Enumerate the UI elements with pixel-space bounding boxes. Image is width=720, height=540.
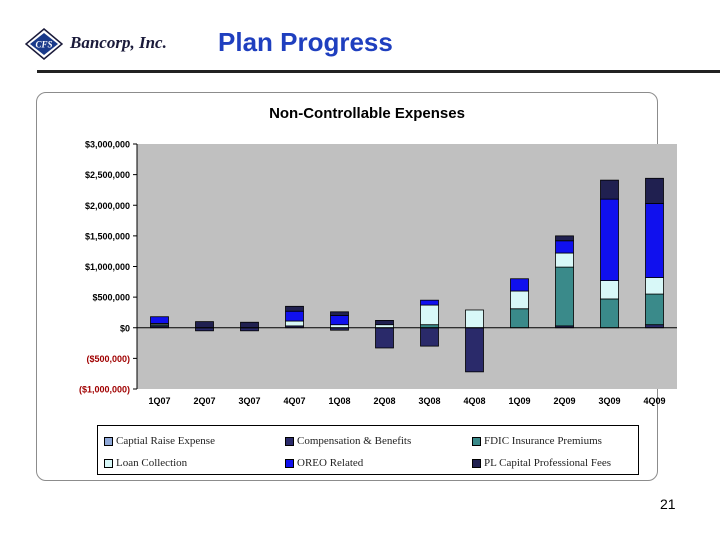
y-tick-label: $0 bbox=[120, 323, 130, 333]
y-tick-label: ($1,000,000) bbox=[79, 385, 130, 395]
x-tick-label: 2Q07 bbox=[193, 396, 215, 406]
legend-item: FDIC Insurance Premiums bbox=[472, 435, 602, 447]
chart-title: Non-Controllable Expenses bbox=[269, 105, 465, 122]
bar-segment bbox=[195, 321, 214, 329]
slide-header: CFS Bancorp, Inc. Plan Progress bbox=[0, 0, 720, 80]
bar-segment bbox=[510, 308, 529, 329]
logo-text: CFS bbox=[35, 40, 52, 50]
bar-segment bbox=[510, 290, 529, 310]
bar-segment bbox=[240, 321, 259, 329]
y-tick-label: $3,000,000 bbox=[85, 140, 130, 150]
legend-label: Captial Raise Expense bbox=[116, 435, 215, 447]
legend-item: OREO Related bbox=[285, 457, 363, 469]
bar-segment bbox=[285, 320, 304, 327]
legend-swatch bbox=[472, 458, 481, 468]
plot-area bbox=[137, 144, 677, 389]
bar-segment bbox=[420, 304, 439, 326]
legend-label: Loan Collection bbox=[116, 457, 188, 469]
legend-swatch bbox=[104, 436, 113, 446]
page-number: 21 bbox=[660, 496, 676, 512]
y-tick-label: $500,000 bbox=[92, 293, 130, 303]
bar-segment bbox=[465, 327, 484, 373]
legend-swatch bbox=[472, 436, 481, 446]
bar-segment bbox=[465, 309, 484, 329]
legend-label: FDIC Insurance Premiums bbox=[484, 435, 602, 447]
bar-segment bbox=[645, 277, 664, 295]
bar-segment bbox=[285, 305, 304, 312]
bars-layer bbox=[150, 177, 664, 373]
cfs-logo-icon: CFS bbox=[25, 28, 63, 60]
x-tick-label: 1Q09 bbox=[508, 396, 530, 406]
x-tick-label: 4Q09 bbox=[643, 396, 665, 406]
chart-legend: Captial Raise Expense Compensation & Ben… bbox=[97, 425, 639, 475]
bar-segment bbox=[555, 235, 574, 242]
y-tick-label: ($500,000) bbox=[86, 354, 130, 364]
legend-swatch bbox=[104, 458, 113, 468]
x-tick-label: 3Q08 bbox=[418, 396, 440, 406]
legend-item: PL Capital Professional Fees bbox=[472, 457, 611, 469]
x-tick-label: 4Q08 bbox=[463, 396, 485, 406]
legend-label: PL Capital Professional Fees bbox=[484, 457, 611, 469]
x-tick-label: 2Q09 bbox=[553, 396, 575, 406]
bar-segment bbox=[420, 327, 439, 347]
y-tick-label: $1,000,000 bbox=[85, 262, 130, 272]
bar-segment bbox=[645, 293, 664, 326]
x-tick-label: 4Q07 bbox=[283, 396, 305, 406]
legend-swatch bbox=[285, 436, 294, 446]
y-tick-label: $2,500,000 bbox=[85, 170, 130, 180]
bar-segment bbox=[375, 327, 394, 349]
y-tick-label: $1,500,000 bbox=[85, 231, 130, 241]
bar-segment bbox=[645, 203, 664, 278]
legend-item: Captial Raise Expense bbox=[104, 435, 215, 447]
bar-segment bbox=[645, 177, 664, 204]
legend-swatch bbox=[285, 458, 294, 468]
brand-name: Bancorp, Inc. bbox=[70, 33, 167, 52]
bar-segment bbox=[600, 298, 619, 329]
bar-segment bbox=[510, 278, 529, 292]
legend-item: Loan Collection bbox=[104, 457, 187, 469]
x-tick-label: 2Q08 bbox=[373, 396, 395, 406]
bar-segment bbox=[375, 319, 394, 326]
y-tick-label: $2,000,000 bbox=[85, 201, 130, 211]
x-tick-label: 1Q08 bbox=[328, 396, 350, 406]
bar-segment bbox=[330, 315, 349, 326]
x-tick-label: 1Q07 bbox=[148, 396, 170, 406]
legend-label: OREO Related bbox=[297, 457, 364, 469]
bar-segment bbox=[285, 310, 304, 322]
bar-segment bbox=[555, 252, 574, 268]
axis-layer: $3,000,000 $2,500,000 $2,000,000 $1,500,000… bbox=[79, 140, 677, 406]
bar-segment bbox=[555, 240, 574, 254]
legend-label: Compensation & Benefits bbox=[297, 435, 412, 447]
bar-segment bbox=[600, 198, 619, 281]
header-divider bbox=[37, 70, 720, 73]
bar-segment bbox=[600, 280, 619, 300]
bar-segment bbox=[555, 266, 574, 327]
bar-segment bbox=[600, 179, 619, 200]
bar-segment bbox=[330, 311, 349, 316]
bar-segment bbox=[150, 316, 169, 324]
x-tick-label: 3Q09 bbox=[598, 396, 620, 406]
legend-item: Compensation & Benefits bbox=[285, 435, 411, 447]
x-tick-label: 3Q07 bbox=[238, 396, 260, 406]
bar-segment bbox=[420, 299, 439, 306]
page-title: Plan Progress bbox=[218, 27, 393, 57]
